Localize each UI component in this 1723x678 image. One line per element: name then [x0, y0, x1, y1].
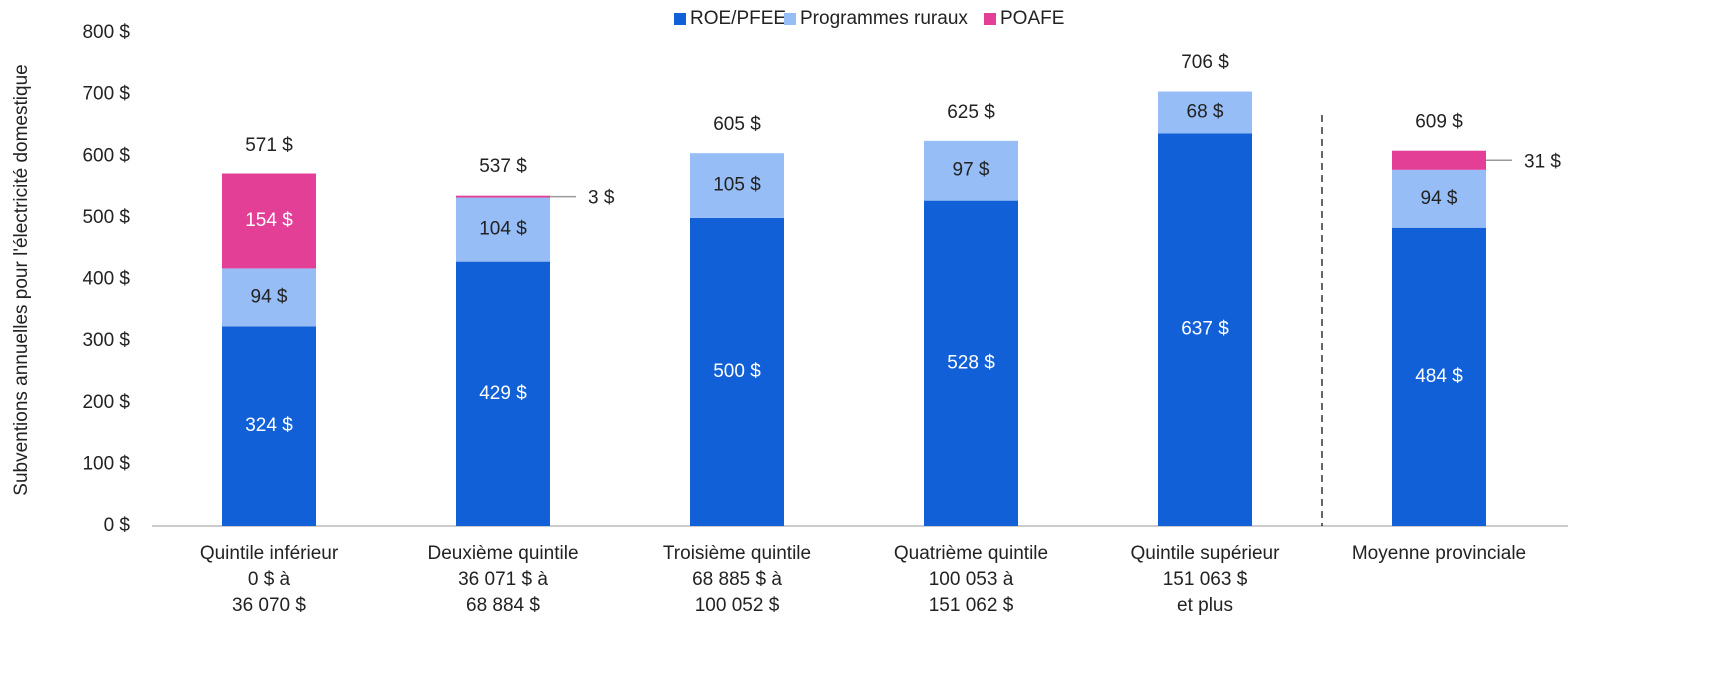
value-label: 429 $ [479, 383, 527, 404]
legend-swatch [984, 13, 996, 25]
bar-segment [456, 197, 550, 262]
bar-segment [1158, 91, 1252, 134]
x-tick-label: 68 885 $ à [692, 569, 782, 590]
y-tick-label: 100 $ [82, 453, 130, 474]
total-label: 706 $ [1181, 52, 1229, 73]
total-label: 605 $ [713, 114, 761, 135]
value-label: 528 $ [947, 352, 995, 373]
bar-segment [222, 268, 316, 327]
y-tick-label: 600 $ [82, 145, 130, 166]
x-tick-label: Quatrième quintile [894, 543, 1048, 564]
legend: ROE/PFEE Programmes ruraux POAFE [674, 8, 1064, 29]
value-label: 324 $ [245, 415, 293, 436]
x-tick-label: Deuxième quintile [427, 543, 578, 564]
legend-swatch [674, 13, 686, 25]
value-label: 154 $ [245, 210, 293, 231]
bar-segment [690, 217, 784, 526]
y-tick-label: 800 $ [82, 22, 130, 43]
x-tick-label: 68 884 $ [466, 595, 540, 616]
x-tick-label: 100 052 $ [695, 595, 780, 616]
total-label: 537 $ [479, 156, 527, 177]
x-tick-label: 36 071 $ à [458, 569, 548, 590]
value-label: 104 $ [479, 219, 527, 240]
bar-segment [456, 261, 550, 526]
value-label: 94 $ [251, 286, 288, 307]
y-tick-label: 300 $ [82, 330, 130, 351]
legend-swatch [784, 13, 796, 25]
total-label: 609 $ [1415, 112, 1463, 133]
bar-segment [456, 195, 550, 198]
bar-segment [1392, 227, 1486, 527]
bar-segment [1158, 133, 1252, 527]
value-label: 31 $ [1524, 151, 1561, 172]
y-tick-label: 700 $ [82, 84, 130, 105]
x-tick-label: 151 063 $ [1163, 569, 1248, 590]
value-label: 3 $ [588, 188, 615, 209]
y-tick-label: 0 $ [104, 515, 131, 536]
bar-segment [1392, 169, 1486, 228]
bar-segment [1392, 150, 1486, 170]
x-tick-label: 36 070 $ [232, 595, 306, 616]
value-label: 484 $ [1415, 366, 1463, 387]
value-label: 500 $ [713, 361, 761, 382]
legend-label: ROE/PFEE [690, 8, 786, 29]
bar-segment [924, 200, 1018, 526]
x-tick-label: Troisième quintile [663, 543, 811, 564]
y-axis-title: Subventions annuelles pour l'électricité… [11, 64, 32, 495]
bar-segment [222, 173, 316, 269]
legend-label: POAFE [1000, 8, 1064, 29]
x-tick-label: Quintile supérieur [1131, 543, 1281, 564]
value-label: 105 $ [713, 175, 761, 196]
y-tick-label: 400 $ [82, 269, 130, 290]
value-label: 94 $ [1421, 188, 1458, 209]
legend-label: Programmes ruraux [800, 8, 968, 29]
x-tick-label: et plus [1177, 595, 1233, 616]
y-tick-label: 200 $ [82, 392, 130, 413]
value-label: 637 $ [1181, 319, 1229, 340]
x-tick-label: 0 $ à [248, 569, 291, 590]
y-tick-label: 500 $ [82, 207, 130, 228]
total-label: 571 $ [245, 135, 293, 156]
x-tick-label: Moyenne provinciale [1352, 543, 1526, 564]
x-tick-label: 100 053 à [929, 569, 1014, 590]
x-tick-label: 151 062 $ [929, 595, 1014, 616]
bar-segment [924, 140, 1018, 201]
value-label: 68 $ [1187, 102, 1224, 123]
bar-segment [690, 153, 784, 218]
x-tick-label: Quintile inférieur [200, 543, 339, 564]
value-label: 97 $ [953, 160, 990, 181]
bar-segment [222, 326, 316, 526]
total-label: 625 $ [947, 102, 995, 123]
